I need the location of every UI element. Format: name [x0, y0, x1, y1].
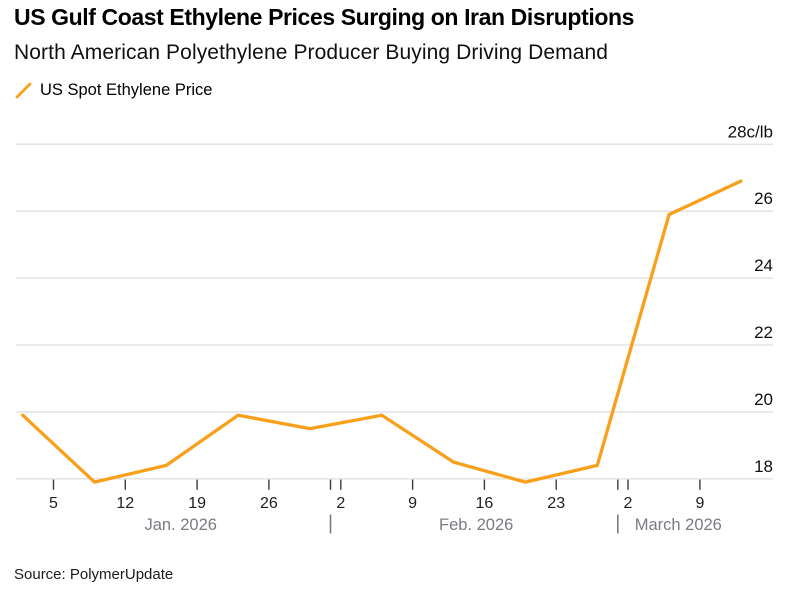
x-tick-label: 23 — [547, 495, 565, 512]
x-tick-label: 9 — [695, 495, 704, 512]
line-swatch-icon — [15, 82, 32, 99]
x-tick-label: 12 — [116, 495, 134, 512]
x-tick-label: 5 — [49, 495, 58, 512]
x-tick-label: 19 — [188, 495, 206, 512]
month-separator — [617, 514, 619, 534]
chart-subtitle: North American Polyethylene Producer Buy… — [14, 41, 609, 64]
price-line — [21, 179, 743, 484]
source-attribution: Source: PolymerUpdate — [14, 566, 174, 583]
month-separator — [329, 514, 332, 534]
month-label: March 2026 — [635, 516, 722, 534]
x-tick-label: 16 — [476, 495, 494, 512]
month-label: Feb. 2026 — [439, 516, 513, 534]
legend: US Spot Ethylene Price — [14, 81, 212, 100]
y-axis-label: 28c/lb — [728, 122, 773, 141]
x-tick-label: 26 — [260, 495, 278, 512]
y-axis-label: 20 — [754, 390, 773, 409]
x-tick-label: 2 — [336, 495, 345, 512]
x-tick-label: 9 — [408, 495, 417, 512]
y-axis-label: 26 — [754, 189, 773, 208]
y-axis-label: 22 — [754, 323, 773, 342]
x-tick-label: 2 — [624, 495, 633, 512]
y-axis-label: 24 — [754, 256, 773, 275]
y-axis-label: 18 — [754, 457, 773, 476]
month-label: Jan. 2026 — [144, 516, 216, 534]
legend-series-label: US Spot Ethylene Price — [40, 81, 213, 99]
chart-title: US Gulf Coast Ethylene Prices Surging on… — [14, 4, 635, 30]
